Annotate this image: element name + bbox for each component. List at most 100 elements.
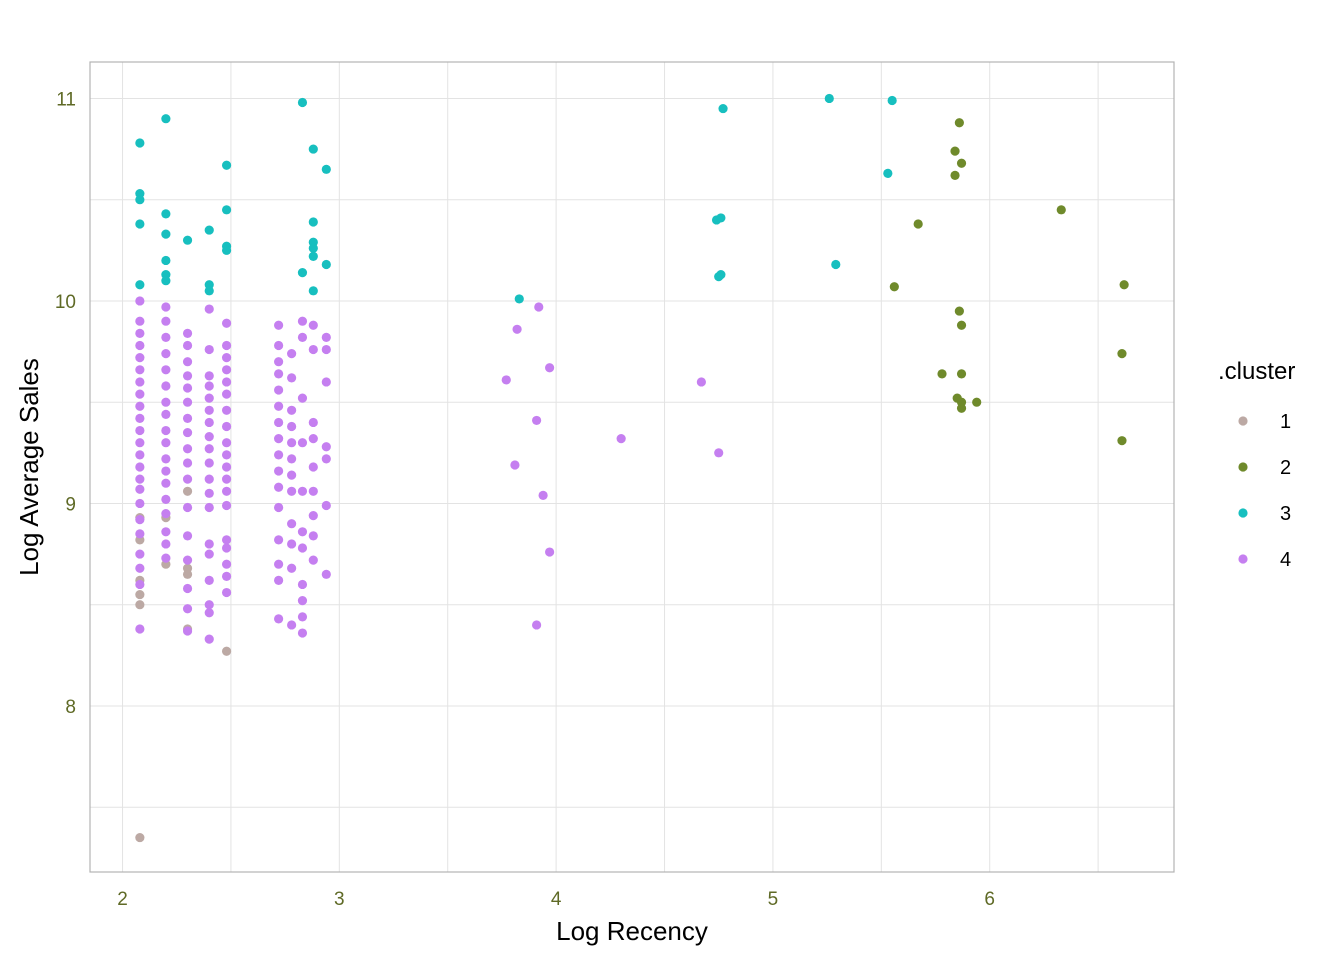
legend-label-cluster-2: 2 — [1280, 457, 1291, 479]
data-point-cluster-4 — [135, 462, 145, 472]
data-point-cluster-4 — [287, 539, 297, 549]
x-tick-label: 4 — [551, 889, 562, 910]
data-point-cluster-4 — [204, 575, 214, 586]
data-point-cluster-4 — [308, 462, 318, 472]
data-point-cluster-4 — [182, 583, 193, 594]
data-point-cluster-4 — [287, 421, 297, 432]
data-point-cluster-4 — [321, 442, 331, 452]
data-point-cluster-4 — [182, 328, 193, 338]
data-point-cluster-4 — [161, 478, 171, 488]
data-point-cluster-4 — [135, 296, 145, 306]
data-point-cluster-4 — [182, 383, 193, 393]
data-point-cluster-4 — [308, 417, 318, 428]
data-point-cluster-2 — [956, 403, 967, 413]
data-point-cluster-4 — [204, 608, 214, 618]
data-point-cluster-4 — [287, 349, 297, 359]
data-point-cluster-2 — [950, 146, 960, 156]
data-point-cluster-3 — [887, 95, 897, 106]
data-point-cluster-4 — [182, 357, 193, 367]
data-point-cluster-4 — [135, 401, 145, 411]
data-point-cluster-4 — [161, 466, 171, 476]
data-point-cluster-4 — [135, 529, 145, 539]
legend-key-cluster-4 — [1238, 554, 1248, 564]
data-point-cluster-2 — [1119, 280, 1129, 290]
data-point-cluster-4 — [274, 401, 284, 411]
data-point-cluster-4 — [308, 486, 318, 496]
data-point-cluster-4 — [135, 438, 145, 448]
data-point-cluster-4 — [274, 385, 284, 395]
data-point-cluster-4 — [221, 318, 232, 328]
data-point-cluster-4 — [204, 549, 214, 559]
data-point-cluster-4 — [135, 413, 145, 423]
data-point-cluster-4 — [182, 397, 193, 407]
data-point-cluster-4 — [696, 377, 706, 387]
data-point-cluster-4 — [321, 377, 331, 387]
data-point-cluster-3 — [308, 144, 318, 154]
x-tick-label: 3 — [334, 889, 345, 910]
data-point-cluster-2 — [956, 158, 967, 168]
data-point-cluster-4 — [135, 579, 145, 590]
data-point-cluster-4 — [161, 381, 171, 391]
data-point-cluster-4 — [287, 486, 297, 496]
data-point-cluster-4 — [204, 371, 214, 381]
data-point-cluster-4 — [297, 579, 308, 590]
data-point-cluster-4 — [135, 340, 145, 351]
data-point-cluster-4 — [545, 363, 555, 373]
x-axis-title: Log Recency — [556, 916, 708, 946]
data-point-cluster-4 — [221, 438, 232, 448]
data-point-cluster-4 — [135, 450, 145, 460]
data-points — [135, 93, 1129, 843]
y-tick-label: 11 — [56, 89, 76, 110]
data-point-cluster-4 — [204, 393, 214, 403]
data-point-cluster-3 — [308, 217, 318, 227]
data-point-cluster-3 — [204, 286, 214, 296]
legend-items: 1 2 3 4 — [1238, 411, 1291, 571]
data-point-cluster-4 — [135, 484, 145, 494]
data-point-cluster-3 — [221, 245, 232, 255]
data-point-cluster-2 — [956, 369, 967, 379]
data-point-cluster-4 — [321, 569, 331, 579]
data-point-cluster-4 — [204, 432, 214, 442]
data-point-cluster-4 — [287, 470, 297, 480]
data-point-cluster-4 — [135, 389, 145, 399]
data-point-cluster-4 — [274, 369, 284, 379]
data-point-cluster-4 — [135, 377, 145, 387]
y-tick-label: 8 — [65, 697, 76, 718]
data-point-cluster-2 — [1117, 436, 1127, 446]
data-point-cluster-3 — [221, 160, 232, 170]
data-point-cluster-4 — [308, 555, 318, 565]
data-point-cluster-3 — [161, 255, 171, 266]
data-point-cluster-3 — [716, 270, 726, 280]
data-point-cluster-4 — [501, 375, 511, 385]
data-point-cluster-4 — [221, 389, 232, 399]
data-point-cluster-4 — [161, 316, 171, 326]
data-point-cluster-4 — [297, 316, 308, 326]
data-point-cluster-4 — [274, 614, 284, 624]
data-point-cluster-4 — [512, 324, 522, 334]
data-point-cluster-1 — [135, 589, 145, 600]
data-point-cluster-4 — [221, 340, 232, 351]
data-point-cluster-4 — [135, 474, 145, 484]
data-point-cluster-4 — [287, 405, 297, 415]
data-point-cluster-4 — [221, 535, 232, 545]
data-point-cluster-4 — [221, 353, 232, 363]
data-point-cluster-3 — [297, 97, 308, 108]
data-point-cluster-4 — [161, 438, 171, 448]
data-point-cluster-4 — [221, 587, 232, 598]
data-point-cluster-4 — [221, 571, 232, 581]
data-point-cluster-4 — [274, 320, 284, 330]
data-point-cluster-3 — [204, 225, 214, 235]
data-point-cluster-4 — [161, 397, 171, 407]
data-point-cluster-4 — [274, 357, 284, 367]
data-point-cluster-4 — [308, 531, 318, 541]
data-point-cluster-3 — [716, 213, 726, 223]
data-point-cluster-4 — [221, 559, 232, 569]
data-point-cluster-4 — [287, 563, 297, 573]
data-point-cluster-4 — [534, 302, 544, 312]
x-tick-label: 6 — [984, 889, 995, 910]
data-point-cluster-2 — [956, 320, 967, 330]
data-point-cluster-4 — [297, 527, 308, 537]
data-point-cluster-4 — [221, 486, 232, 496]
data-point-cluster-4 — [308, 344, 318, 355]
data-point-cluster-4 — [545, 547, 555, 557]
